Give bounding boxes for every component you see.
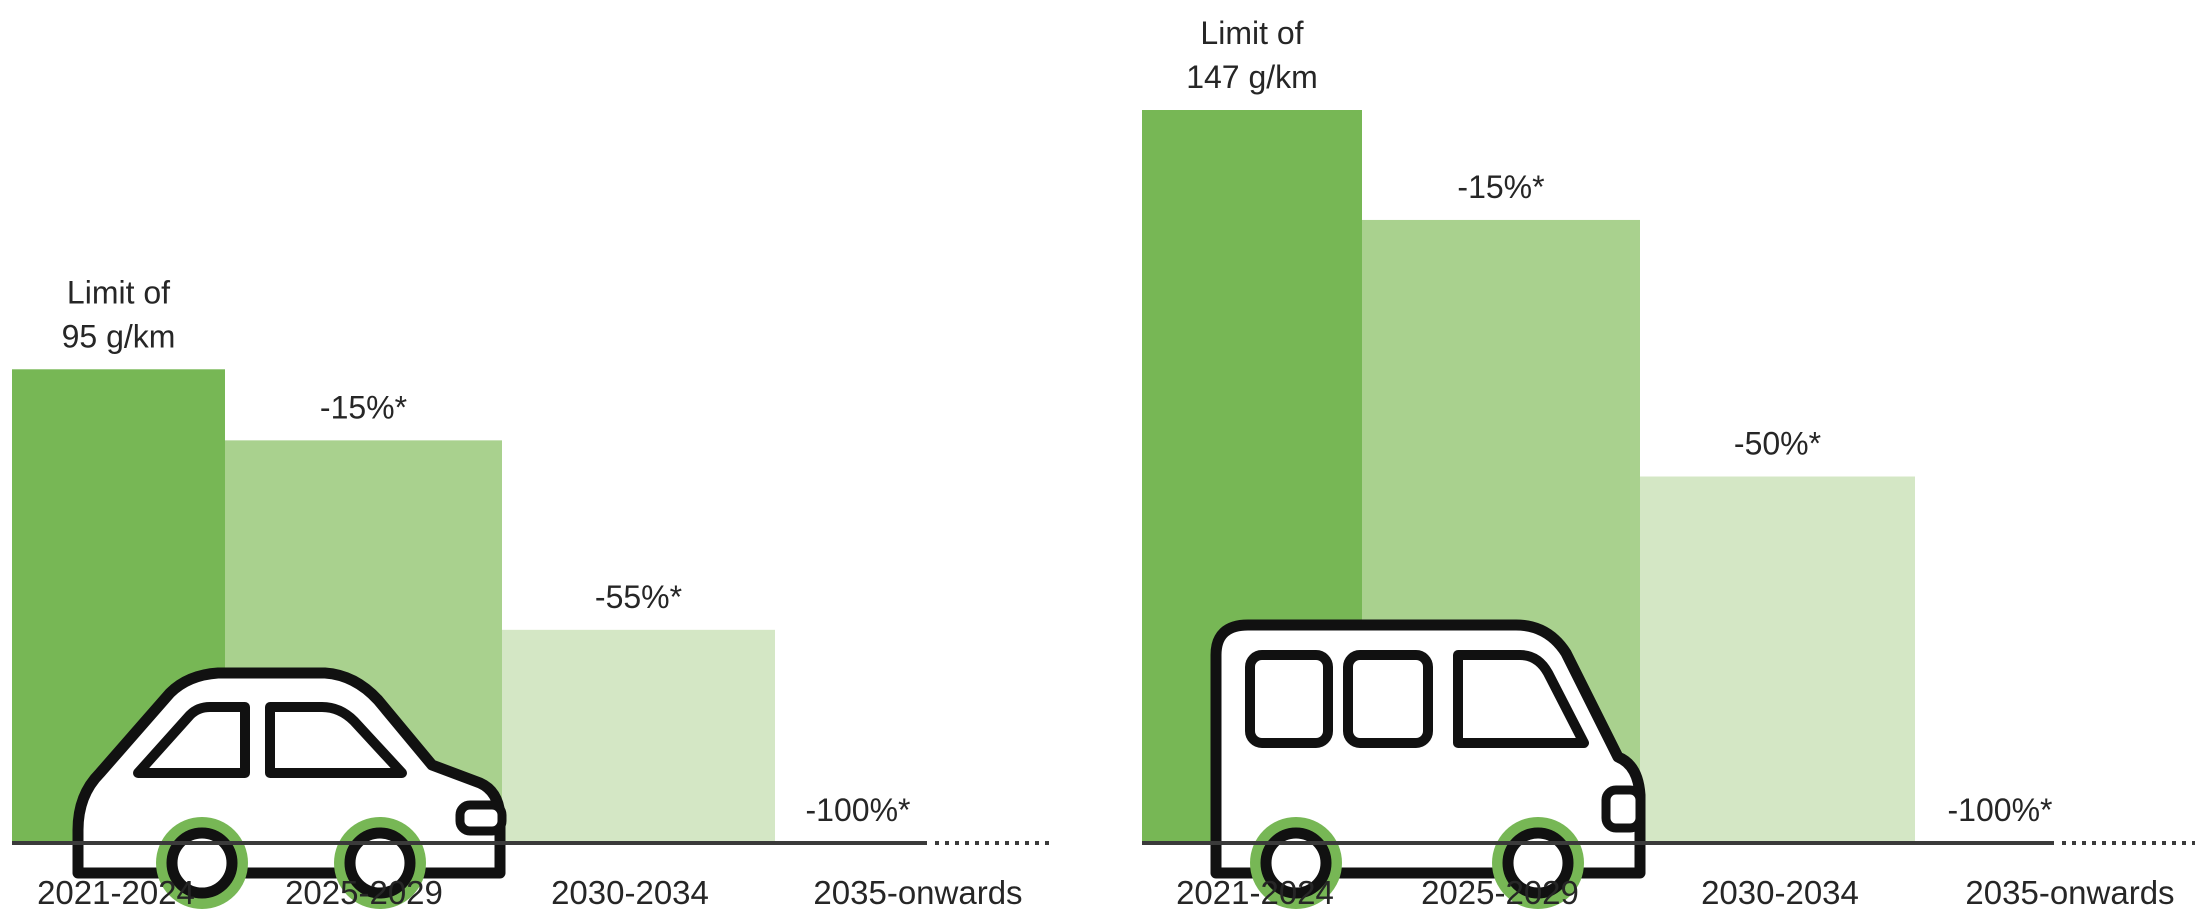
- category-label: 2035-onwards: [1965, 874, 2174, 911]
- category-label: 2021-2024: [37, 874, 195, 911]
- data-label: -55%*: [595, 579, 682, 615]
- category-label: 2025-2029: [1421, 874, 1579, 911]
- data-label: -100%*: [1948, 792, 2053, 828]
- data-label: Limit of: [1200, 15, 1303, 51]
- van-window: [1348, 655, 1428, 743]
- data-label: -50%*: [1734, 426, 1821, 462]
- data-label: 95 g/km: [62, 318, 176, 354]
- van-icon: [1216, 625, 1640, 909]
- data-label: 147 g/km: [1186, 59, 1318, 95]
- data-label: -100%*: [806, 792, 911, 828]
- category-label: 2021-2024: [1176, 874, 1334, 911]
- category-label: 2030-2034: [1701, 874, 1859, 911]
- bar-2030-2034: [1640, 477, 1915, 844]
- car-headlight: [460, 805, 502, 831]
- bar-2030-2034: [502, 630, 775, 843]
- data-label: -15%*: [320, 389, 407, 425]
- category-label: 2035-onwards: [813, 874, 1022, 911]
- data-label: -15%*: [1457, 169, 1544, 205]
- category-label: 2025-2029: [285, 874, 443, 911]
- van-window: [1250, 655, 1328, 743]
- data-label: Limit of: [67, 274, 170, 310]
- chart-1: Limit of 95 g/km -15%* -55%* -100%* 2021-2024…: [12, 274, 1055, 911]
- chart-2: Limit of 147 g/km -15%* -50%* -100%* 2021-202…: [1142, 15, 2195, 911]
- van-headlight: [1606, 790, 1640, 828]
- category-label: 2030-2034: [551, 874, 709, 911]
